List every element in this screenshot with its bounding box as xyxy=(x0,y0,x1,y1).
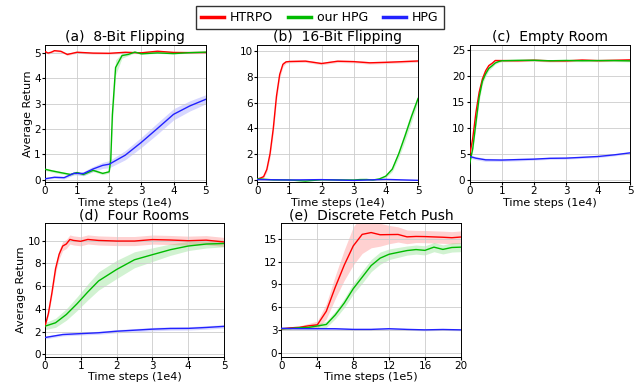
Title: (e)  Discrete Fetch Push: (e) Discrete Fetch Push xyxy=(289,208,454,222)
X-axis label: Time steps (1e4): Time steps (1e4) xyxy=(78,198,172,208)
Legend: HTRPO, our HPG, HPG: HTRPO, our HPG, HPG xyxy=(196,6,444,29)
X-axis label: Time steps (1e5): Time steps (1e5) xyxy=(324,372,418,382)
X-axis label: Time steps (1e4): Time steps (1e4) xyxy=(503,198,597,208)
X-axis label: Time steps (1e4): Time steps (1e4) xyxy=(88,372,181,382)
Title: (c)  Empty Room: (c) Empty Room xyxy=(492,30,608,44)
Y-axis label: Average Return: Average Return xyxy=(16,247,26,333)
X-axis label: Time steps (1e4): Time steps (1e4) xyxy=(291,198,385,208)
Title: (a)  8-Bit Flipping: (a) 8-Bit Flipping xyxy=(65,30,185,44)
Title: (b)  16-Bit Flipping: (b) 16-Bit Flipping xyxy=(273,30,402,44)
Y-axis label: Average Return: Average Return xyxy=(22,71,33,157)
Title: (d)  Four Rooms: (d) Four Rooms xyxy=(79,208,189,222)
